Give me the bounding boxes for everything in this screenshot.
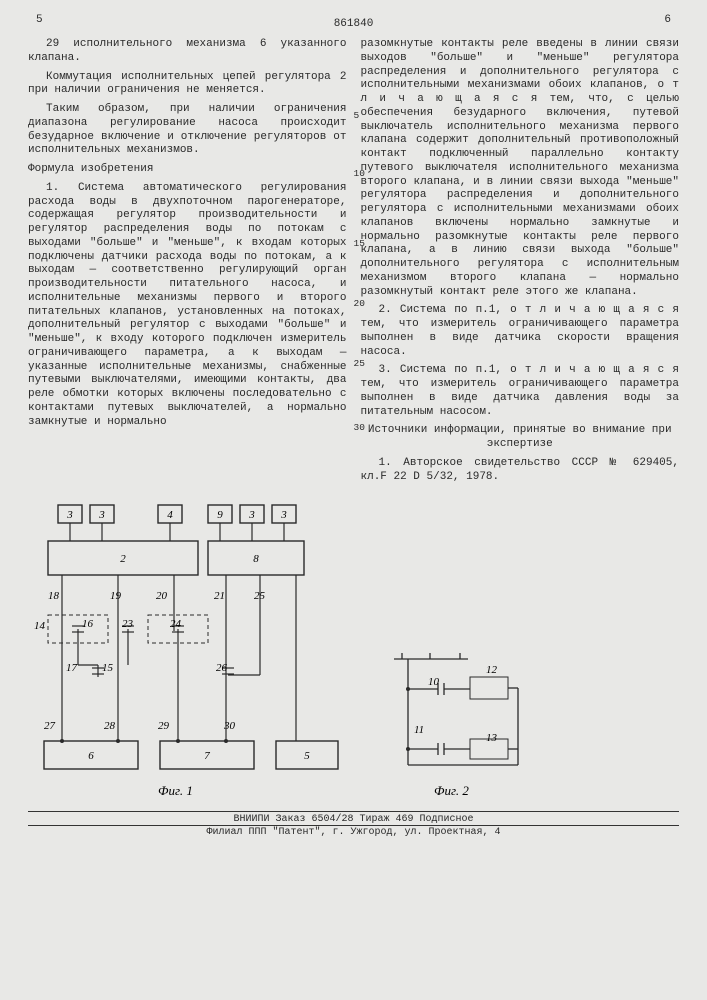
- svg-text:4: 4: [167, 509, 173, 521]
- figure-1: 3349332867518192021251416232417152627282…: [28, 495, 368, 805]
- svg-text:5: 5: [304, 750, 310, 762]
- para: Коммутация исполнительных цепей регулято…: [28, 71, 347, 99]
- svg-text:3: 3: [66, 509, 73, 521]
- svg-text:14: 14: [34, 620, 46, 632]
- svg-text:30: 30: [223, 720, 236, 732]
- svg-text:Фиг. 1: Фиг. 1: [158, 783, 193, 798]
- svg-text:28: 28: [104, 720, 116, 732]
- column-left: 29 исполнительного механизма 6 указанног…: [28, 38, 347, 489]
- svg-text:6: 6: [88, 750, 94, 762]
- footer-line2: Филиал ППП "Патент", г. Ужгород, ул. Про…: [28, 825, 679, 838]
- doc-number: 861840: [28, 18, 679, 30]
- page-num-left: 5: [36, 14, 43, 26]
- svg-text:2: 2: [120, 553, 126, 565]
- svg-text:27: 27: [44, 720, 56, 732]
- svg-text:11: 11: [414, 724, 424, 736]
- claims-title: Формула изобретения: [28, 163, 347, 177]
- svg-text:25: 25: [254, 590, 266, 602]
- svg-text:3: 3: [98, 509, 105, 521]
- svg-text:18: 18: [48, 590, 60, 602]
- claim: 1. Система автоматического регулирования…: [28, 182, 347, 430]
- svg-text:21: 21: [214, 590, 225, 602]
- figure-2: 10 11 12 13 Фиг. 2: [378, 645, 528, 805]
- svg-text:13: 13: [486, 732, 498, 744]
- svg-text:8: 8: [253, 553, 259, 565]
- svg-text:3: 3: [248, 509, 255, 521]
- line-mark: 30: [354, 422, 365, 433]
- para: разомкнутые контакты реле введены в лини…: [361, 38, 680, 299]
- footer: ВНИИПИ Заказ 6504/28 Тираж 469 Подписное…: [28, 811, 679, 838]
- claim: 3. Система по п.1, о т л и ч а ю щ а я с…: [361, 364, 680, 419]
- line-mark: 25: [354, 358, 365, 369]
- sources-title: Источники информации, принятые во вниман…: [361, 424, 680, 452]
- svg-text:29: 29: [158, 720, 170, 732]
- figures-row: 3349332867518192021251416232417152627282…: [28, 495, 679, 805]
- svg-text:16: 16: [82, 618, 94, 630]
- svg-text:3: 3: [280, 509, 287, 521]
- svg-text:20: 20: [156, 590, 168, 602]
- source: 1. Авторское свидетельство СССР № 629405…: [361, 457, 680, 485]
- svg-text:23: 23: [122, 618, 134, 630]
- line-mark: 20: [354, 298, 365, 309]
- svg-text:10: 10: [428, 676, 440, 688]
- column-right: разомкнутые контакты реле введены в лини…: [361, 38, 680, 489]
- footer-line1: ВНИИПИ Заказ 6504/28 Тираж 469 Подписное: [28, 814, 679, 825]
- svg-text:12: 12: [486, 664, 498, 676]
- svg-text:7: 7: [204, 750, 210, 762]
- line-mark: 5: [354, 110, 360, 121]
- svg-text:26: 26: [216, 662, 228, 674]
- svg-text:24: 24: [170, 618, 182, 630]
- svg-text:9: 9: [217, 509, 223, 521]
- line-mark: 10: [354, 168, 365, 179]
- line-mark: 15: [354, 238, 365, 249]
- svg-text:Фиг. 2: Фиг. 2: [434, 783, 469, 798]
- para: 29 исполнительного механизма 6 указанног…: [28, 38, 347, 66]
- svg-text:17: 17: [66, 662, 78, 674]
- page-num-right: 6: [664, 14, 671, 26]
- claim: 2. Система по п.1, о т л и ч а ю щ а я с…: [361, 304, 680, 359]
- para: Таким образом, при наличии ограничения д…: [28, 103, 347, 158]
- svg-text:15: 15: [102, 662, 114, 674]
- svg-text:19: 19: [110, 590, 122, 602]
